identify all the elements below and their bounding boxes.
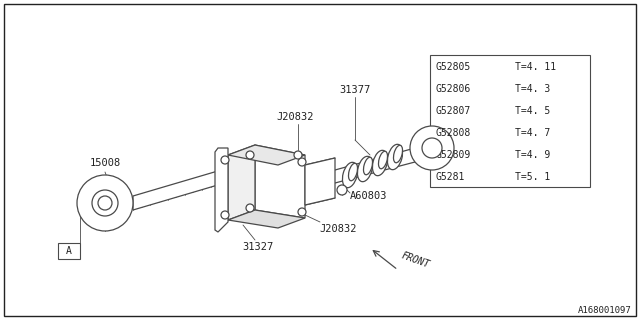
Text: 15008: 15008 xyxy=(90,158,120,168)
Text: 31377: 31377 xyxy=(339,85,371,95)
Text: FRONT: FRONT xyxy=(400,250,431,270)
Ellipse shape xyxy=(349,163,358,181)
Text: G52807: G52807 xyxy=(435,106,470,116)
Bar xyxy=(430,99,590,121)
Text: T=4. 3: T=4. 3 xyxy=(515,84,550,94)
Circle shape xyxy=(410,126,454,170)
Circle shape xyxy=(298,208,306,216)
Circle shape xyxy=(221,211,229,219)
Text: G52805: G52805 xyxy=(435,62,470,72)
Text: T=4. 11: T=4. 11 xyxy=(515,62,556,72)
Text: T=4. 7: T=4. 7 xyxy=(515,128,550,138)
Circle shape xyxy=(246,151,254,159)
Text: J20832: J20832 xyxy=(319,224,356,234)
Text: T=5. 1: T=5. 1 xyxy=(515,172,550,182)
Circle shape xyxy=(246,204,254,212)
Polygon shape xyxy=(305,158,335,205)
Polygon shape xyxy=(228,210,305,228)
Ellipse shape xyxy=(372,150,388,176)
Polygon shape xyxy=(255,145,305,218)
Polygon shape xyxy=(133,168,228,210)
Text: G5281: G5281 xyxy=(435,172,465,182)
Text: T=4. 9: T=4. 9 xyxy=(515,150,550,160)
Circle shape xyxy=(422,138,442,158)
Bar xyxy=(430,55,590,187)
Ellipse shape xyxy=(394,145,403,163)
Text: G52809: G52809 xyxy=(435,150,470,160)
Text: J20832: J20832 xyxy=(276,112,314,122)
Text: G52806: G52806 xyxy=(435,84,470,94)
Ellipse shape xyxy=(342,162,358,188)
Ellipse shape xyxy=(364,157,372,175)
Circle shape xyxy=(92,190,118,216)
Ellipse shape xyxy=(378,151,387,169)
Text: A60803: A60803 xyxy=(350,191,387,201)
Circle shape xyxy=(98,196,112,210)
Text: A168001097: A168001097 xyxy=(579,306,632,315)
Circle shape xyxy=(221,156,229,164)
Text: T=4. 5: T=4. 5 xyxy=(515,106,550,116)
Ellipse shape xyxy=(358,156,372,182)
Text: G52808: G52808 xyxy=(435,128,470,138)
Polygon shape xyxy=(228,145,255,220)
Circle shape xyxy=(337,185,347,195)
Polygon shape xyxy=(228,145,305,165)
Polygon shape xyxy=(215,148,228,232)
Circle shape xyxy=(294,151,302,159)
Text: A: A xyxy=(66,246,72,256)
Circle shape xyxy=(77,175,133,231)
Bar xyxy=(58,243,80,259)
Text: 31327: 31327 xyxy=(243,242,274,252)
Ellipse shape xyxy=(387,144,403,170)
Circle shape xyxy=(298,158,306,166)
